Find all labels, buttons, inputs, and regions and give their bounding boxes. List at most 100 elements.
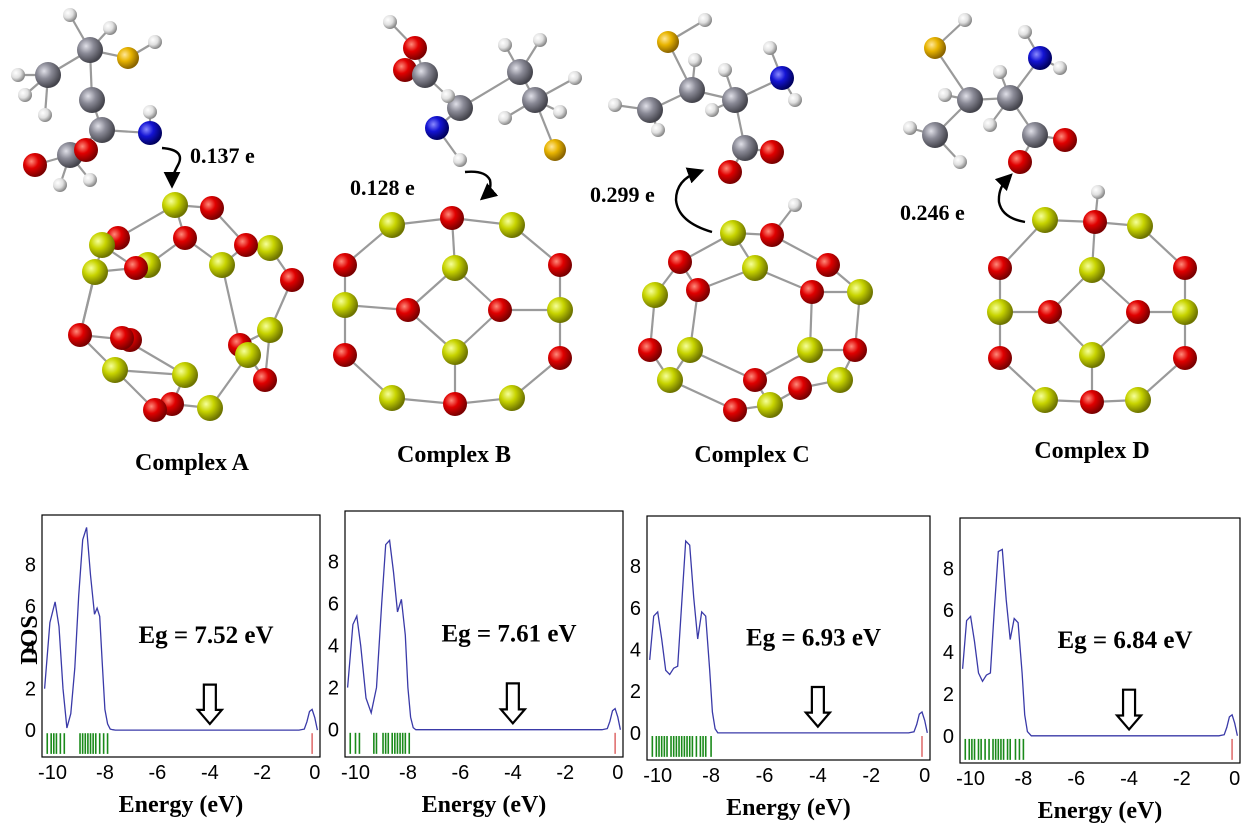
oxygen-atom <box>816 253 840 277</box>
oxygen-atom <box>74 138 98 162</box>
cage-complex-a <box>68 192 304 422</box>
silicon-atom <box>1172 299 1198 325</box>
carbon-atom <box>922 122 948 148</box>
x-axis-label: Energy (eV) <box>119 792 244 818</box>
hydrogen-atom <box>11 68 25 82</box>
y-tick-label: 2 <box>25 679 36 701</box>
sulfur-atom <box>924 37 946 59</box>
oxygen-atom <box>788 376 812 400</box>
silicon-atom <box>1032 387 1058 413</box>
y-tick-label: 8 <box>328 551 339 573</box>
gap-arrow-icon <box>498 682 528 726</box>
oxygen-atom <box>280 268 304 292</box>
silicon-atom <box>499 212 525 238</box>
dos-panel-complex-c: 0 2 4 6 8 -10 -8 -6 -4 -2 0 Energy (eV) Eg = 6.93 eV <box>630 515 931 821</box>
sulfur-atom <box>657 31 679 53</box>
hydrogen-atom <box>453 153 467 167</box>
hydrogen-atom <box>993 65 1007 79</box>
carbon-atom <box>679 77 705 103</box>
carbon-atom <box>77 37 103 63</box>
x-tick-label: -6 <box>756 765 774 787</box>
oxygen-atom <box>396 298 420 322</box>
molecule-complex-b <box>383 15 582 167</box>
hydrogen-atom <box>63 8 77 22</box>
hydrogen-atom <box>958 13 972 27</box>
silicon-atom <box>1125 387 1151 413</box>
y-tick-label: 2 <box>943 684 954 706</box>
hydrogen-atom <box>763 41 777 55</box>
silicon-atom <box>757 392 783 418</box>
silicon-atom <box>1079 257 1105 283</box>
dos-curve <box>961 548 1239 737</box>
nitrogen-atom <box>138 121 162 145</box>
y-tick-label: 8 <box>630 556 641 578</box>
silicon-atom <box>257 235 283 261</box>
oxygen-atom <box>403 36 427 60</box>
oxygen-atom <box>234 233 258 257</box>
oxygen-atom <box>800 280 824 304</box>
hydrogen-atom <box>903 121 917 135</box>
silicon-atom <box>235 342 261 368</box>
molecule-complex-a <box>11 8 162 192</box>
y-tick-label: 8 <box>943 558 954 580</box>
hydrogen-atom <box>441 89 455 103</box>
hydrogen-atom <box>608 98 622 112</box>
oxygen-atom <box>668 250 692 274</box>
x-tick-label: -8 <box>702 765 720 787</box>
x-tick-label: -4 <box>201 762 219 784</box>
nitrogen-atom <box>425 116 449 140</box>
oxygen-atom <box>548 346 572 370</box>
charge-transfer-label-b: 0.128 e <box>350 175 415 200</box>
plot-frame <box>959 517 1241 764</box>
silicon-atom <box>82 259 108 285</box>
y-tick-label: 6 <box>328 594 339 616</box>
carbon-atom <box>79 87 105 113</box>
oxygen-atom <box>638 338 662 362</box>
complex-c-label: Complex C <box>694 442 809 468</box>
cage-complex-d <box>987 185 1198 414</box>
carbon-atom <box>447 95 473 121</box>
x-axis-label: Energy (eV) <box>726 795 851 821</box>
hydrogen-atom <box>1053 61 1067 75</box>
gap-arrow-icon <box>803 685 833 729</box>
charge-transfer-arrow-a <box>161 146 182 189</box>
silicon-atom <box>197 395 223 421</box>
x-tick-label: 0 <box>919 765 930 787</box>
oxygen-atom <box>743 368 767 392</box>
hydrogen-atom <box>1018 25 1032 39</box>
sulfur-atom <box>544 139 566 161</box>
dos-plots: DOS 0 2 4 6 8 -10 -8 -6 -4 -2 0 Energy (eV) Eg = 7.5… <box>17 510 1241 824</box>
hydrogen-atom <box>83 173 97 187</box>
complex-d-label: Complex D <box>1034 438 1149 464</box>
dos-curve <box>43 527 319 731</box>
complex-b-label: Complex B <box>397 442 511 468</box>
charge-transfer-label-d: 0.246 e <box>900 200 965 225</box>
oxygen-atom <box>1173 346 1197 370</box>
silicon-atom <box>677 337 703 363</box>
silicon-atom <box>1032 207 1058 233</box>
oxygen-atom <box>440 206 464 230</box>
x-tick-label: -4 <box>504 762 522 784</box>
silicon-atom <box>847 279 873 305</box>
y-tick-label: 2 <box>630 681 641 703</box>
silicon-atom <box>379 385 405 411</box>
bond <box>78 244 104 336</box>
hydrogen-atom <box>651 123 665 137</box>
y-tick-label: 8 <box>25 555 36 577</box>
hydrogen-atom <box>983 118 997 132</box>
oxygen-atom <box>1083 210 1107 234</box>
y-tick-label: 4 <box>630 639 641 661</box>
oxygen-atom <box>68 323 92 347</box>
silicon-atom <box>827 367 853 393</box>
hydrogen-atom <box>53 178 67 192</box>
silicon-atom <box>547 297 573 323</box>
x-tick-label: -4 <box>809 765 827 787</box>
silicon-atom <box>1127 213 1153 239</box>
hydrogen-atom <box>568 71 582 85</box>
band-gap-label: Eg = 7.61 eV <box>441 620 576 647</box>
hydrogen-atom <box>498 111 512 125</box>
dos-panel-complex-d: 0 2 4 6 8 -10 -8 -6 -4 -2 0 Energy (eV) Eg = 6.84 eV <box>943 517 1241 824</box>
silicon-atom <box>499 385 525 411</box>
oxygen-atom <box>760 140 784 164</box>
oxygen-atom <box>723 398 747 422</box>
